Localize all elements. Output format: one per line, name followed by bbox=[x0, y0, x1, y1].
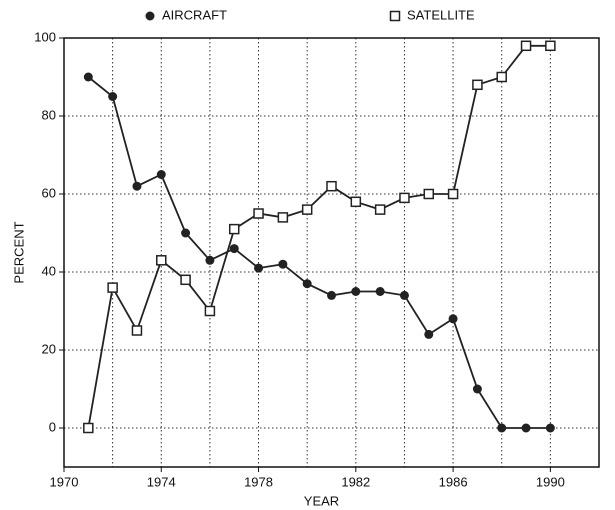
point bbox=[374, 204, 386, 215]
point bbox=[399, 192, 410, 204]
point bbox=[83, 422, 94, 434]
legend-label: SATELLITE bbox=[407, 7, 475, 22]
point bbox=[205, 255, 215, 265]
point bbox=[180, 274, 191, 286]
y-axis-label: PERCENT bbox=[11, 221, 26, 283]
point bbox=[253, 208, 264, 219]
line bbox=[87, 44, 551, 429]
x-tick-label: 1982 bbox=[341, 474, 370, 489]
x-tick-label: 1978 bbox=[244, 474, 273, 489]
point bbox=[156, 255, 167, 266]
x-tick-label: 1990 bbox=[536, 474, 565, 489]
point bbox=[107, 282, 118, 293]
y-tick-label: 0 bbox=[49, 419, 56, 434]
legend-marker bbox=[389, 10, 401, 22]
x-tick-label: 1970 bbox=[50, 474, 79, 489]
point bbox=[254, 263, 264, 273]
point bbox=[132, 181, 142, 191]
x-axis-label: YEAR bbox=[304, 493, 339, 508]
y-tick-label: 60 bbox=[42, 185, 56, 200]
point bbox=[228, 223, 240, 235]
point bbox=[521, 423, 531, 433]
point bbox=[351, 287, 361, 296]
point bbox=[131, 325, 143, 336]
point bbox=[447, 188, 459, 200]
point bbox=[399, 290, 409, 300]
point bbox=[108, 92, 118, 101]
point bbox=[301, 204, 313, 215]
point bbox=[424, 329, 434, 339]
point bbox=[545, 423, 555, 433]
point bbox=[302, 279, 312, 289]
line bbox=[87, 76, 551, 429]
x-tick-label: 1974 bbox=[147, 474, 176, 489]
point bbox=[181, 228, 191, 238]
legend-marker bbox=[145, 11, 155, 21]
point bbox=[448, 314, 458, 324]
point bbox=[375, 287, 385, 296]
point bbox=[472, 79, 483, 91]
point bbox=[472, 384, 482, 394]
y-tick-label: 100 bbox=[34, 29, 56, 44]
point bbox=[520, 40, 532, 52]
point bbox=[326, 180, 337, 192]
point bbox=[278, 259, 288, 269]
point bbox=[545, 40, 556, 52]
point bbox=[327, 290, 336, 300]
point bbox=[423, 188, 435, 200]
point bbox=[156, 170, 166, 179]
x-tick-label: 1986 bbox=[439, 474, 468, 489]
plot-frame bbox=[63, 37, 600, 468]
point bbox=[497, 423, 507, 433]
y-tick-label: 20 bbox=[42, 341, 56, 356]
point bbox=[496, 71, 507, 83]
legend-label: AIRCRAFT bbox=[162, 7, 227, 22]
y-tick-label: 40 bbox=[42, 263, 56, 278]
point bbox=[277, 212, 289, 223]
point bbox=[229, 244, 239, 254]
point bbox=[204, 305, 216, 317]
y-tick-label: 80 bbox=[42, 107, 56, 122]
point bbox=[350, 196, 362, 208]
point bbox=[83, 72, 93, 82]
